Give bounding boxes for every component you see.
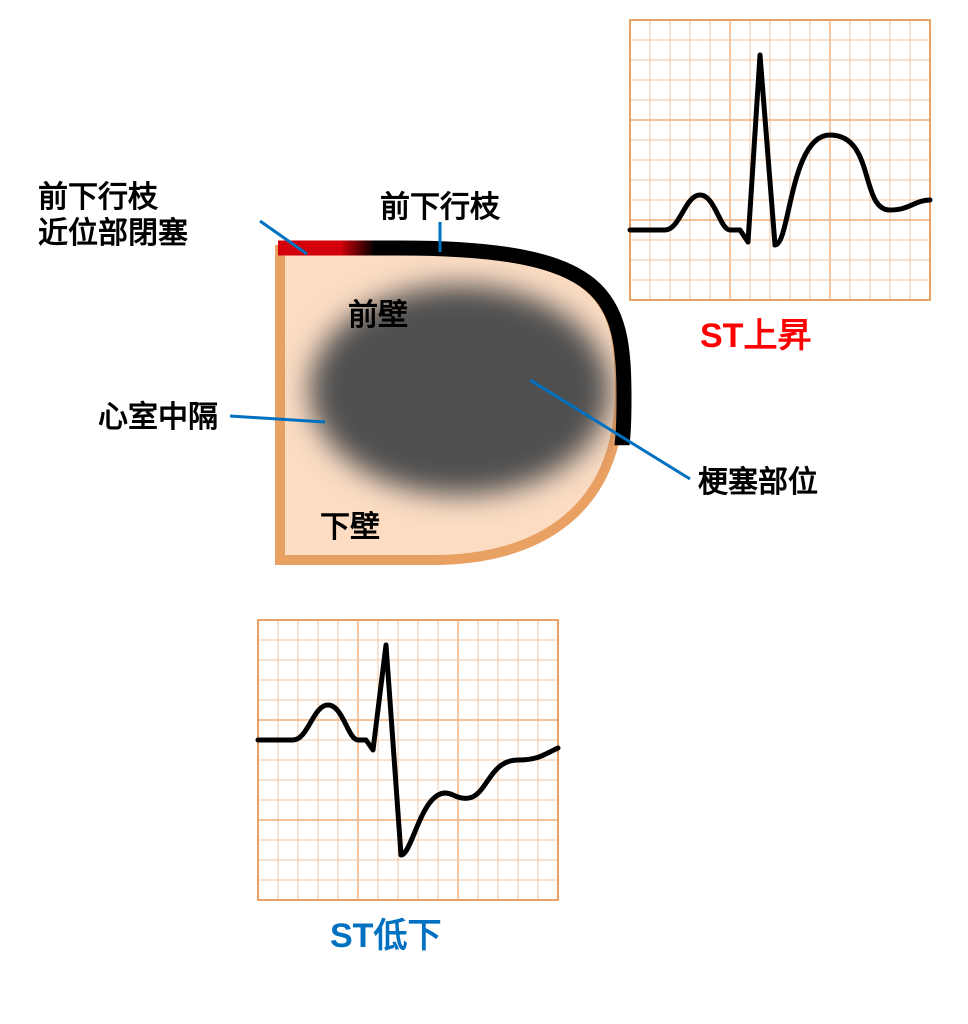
caption-st-depression: ST低下 (330, 908, 441, 957)
caption-st-elevation: ST上昇 (700, 308, 811, 357)
ecg-bottom (258, 620, 558, 900)
diagram-svg (0, 0, 968, 1024)
ecg-top (630, 20, 930, 300)
label-inferior-wall: 下壁 (320, 510, 380, 546)
label-septum: 心室中隔 (98, 400, 218, 436)
label-lad: 前下行枝 (380, 190, 500, 226)
label-infarct: 梗塞部位 (698, 465, 818, 501)
label-anterior-wall: 前壁 (348, 298, 408, 334)
label-occlusion: 前下行枝 近位部閉塞 (38, 180, 188, 252)
